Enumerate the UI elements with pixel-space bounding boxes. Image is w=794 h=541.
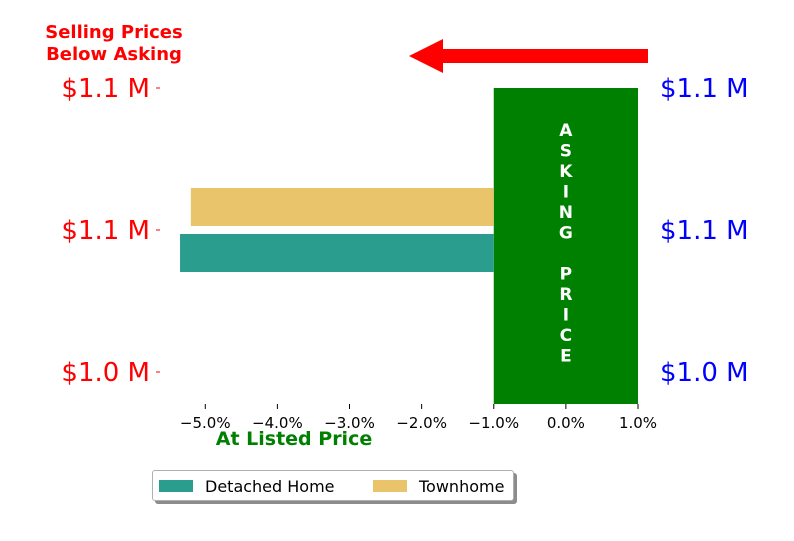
arrow-left-icon [409, 39, 648, 73]
x-tick-label: 0.0% [547, 414, 585, 432]
asking-price-letter: C [560, 326, 572, 346]
asking-price-letter: K [559, 162, 573, 182]
asking-price-letter: I [563, 306, 569, 326]
annotation-bottom: At Listed Price [216, 428, 372, 450]
asking-price-letter: R [559, 285, 572, 305]
asking-price-letter: E [560, 347, 572, 367]
asking-price-letter: I [563, 183, 569, 203]
y-tick-label-right: $1.0 M [660, 358, 749, 388]
legend-label-townhome: Townhome [419, 476, 505, 496]
y-tick-label-right: $1.1 M [660, 216, 749, 246]
x-tick-label: −4.0% [252, 414, 303, 432]
annotation-line-2: Below Asking [46, 44, 182, 65]
x-tick-label: −1.0% [468, 414, 519, 432]
y-tick-label-right: $1.1 M [660, 74, 749, 104]
legend-item-townhome: Townhome [373, 476, 505, 496]
x-tick-label: 1.0% [619, 414, 657, 432]
asking-price-letter: G [559, 224, 573, 244]
asking-price-letter: N [559, 203, 573, 223]
asking-price-letter: P [560, 265, 572, 285]
x-tick-label: −3.0% [324, 414, 375, 432]
bar-townhome [190, 188, 494, 226]
asking-price-letter: A [559, 121, 573, 141]
annotation-line-1: Selling Prices [45, 22, 182, 43]
legend-item-detached: Detached Home [159, 476, 335, 496]
y-tick-label-left: $1.1 M [61, 216, 150, 246]
legend-label-detached: Detached Home [205, 476, 335, 496]
x-tick-label: −5.0% [180, 414, 231, 432]
asking-price-letter: S [560, 142, 572, 162]
bar-detached-home [180, 234, 494, 272]
y-tick-label-left: $1.1 M [61, 74, 150, 104]
legend: Detached Home Townhome [152, 470, 514, 501]
y-tick-label-left: $1.0 M [61, 358, 150, 388]
x-tick-label: −2.0% [396, 414, 447, 432]
legend-swatch-townhome [373, 480, 407, 492]
asking-price-band [493, 88, 638, 404]
legend-swatch-detached [159, 480, 193, 492]
